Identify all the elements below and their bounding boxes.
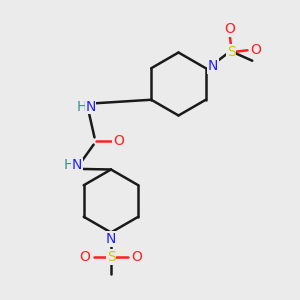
Text: O: O xyxy=(113,134,124,148)
Text: N: N xyxy=(85,100,96,114)
Text: N: N xyxy=(72,158,82,172)
Text: O: O xyxy=(80,250,90,264)
Text: N: N xyxy=(106,232,116,246)
Text: O: O xyxy=(250,43,261,57)
Text: H: H xyxy=(64,158,74,172)
Text: O: O xyxy=(132,250,142,264)
Text: O: O xyxy=(224,22,235,36)
Text: H: H xyxy=(76,100,87,114)
Text: N: N xyxy=(208,59,218,73)
Text: S: S xyxy=(106,250,116,264)
Text: S: S xyxy=(227,45,236,59)
